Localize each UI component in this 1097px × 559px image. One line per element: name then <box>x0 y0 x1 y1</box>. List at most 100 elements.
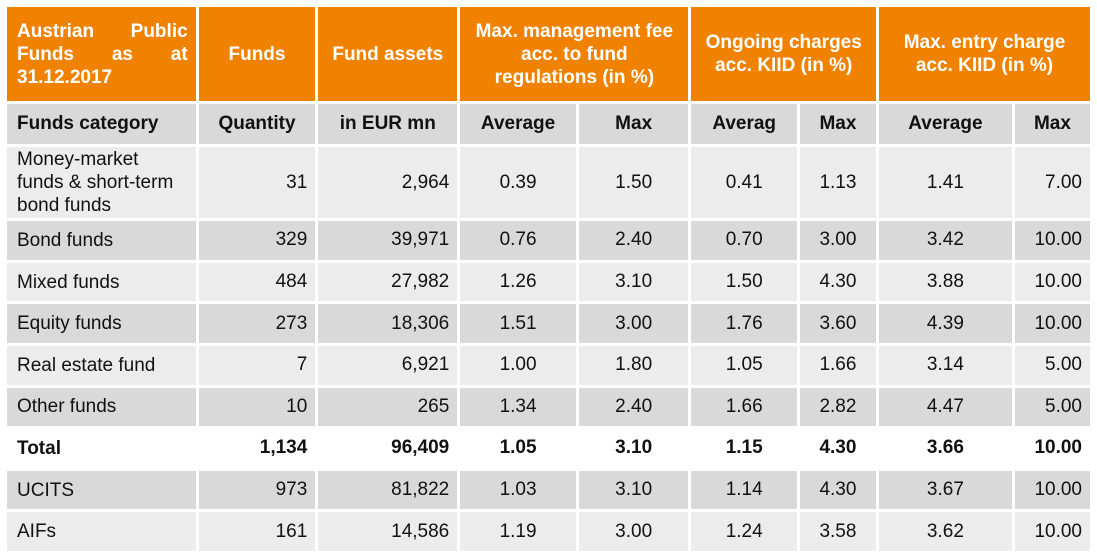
category-cell: Total <box>7 429 196 468</box>
assets-cell: 81,822 <box>318 470 458 510</box>
category-cell: Real estate fund <box>7 345 196 385</box>
category-cell: Equity funds <box>7 304 196 343</box>
table-row: Real estate fund 7 6,921 1.00 1.80 1.05 … <box>7 345 1090 385</box>
table-row: Equity funds 273 18,306 1.51 3.00 1.76 3… <box>7 304 1090 343</box>
mgmt-avg-cell: 1.05 <box>460 429 576 468</box>
ongoing-max-cell: 1.13 <box>799 147 876 219</box>
category-cell: UCITS <box>7 470 196 510</box>
entry-max-cell: 10.00 <box>1014 221 1090 260</box>
ongoing-charges-header: Ongoing charges acc. KIID (in %) <box>691 7 876 101</box>
assets-cell: 2,964 <box>318 147 458 219</box>
ongoing-avg-cell: 1.50 <box>691 262 797 302</box>
mgmt-avg-subheader: Average <box>460 104 576 144</box>
ongoing-avg-cell: 1.66 <box>691 387 797 427</box>
entry-max-cell: 10.00 <box>1014 262 1090 302</box>
entry-avg-cell: 4.39 <box>878 304 1012 343</box>
mgmt-avg-cell: 1.26 <box>460 262 576 302</box>
total-row: Total 1,134 96,409 1.05 3.10 1.15 4.30 3… <box>7 429 1090 468</box>
ongoing-max-cell: 4.30 <box>799 429 876 468</box>
assets-unit-subheader: in EUR mn <box>318 104 458 144</box>
table-row: Mixed funds 484 27,982 1.26 3.10 1.50 4.… <box>7 262 1090 302</box>
entry-avg-cell: 3.88 <box>878 262 1012 302</box>
entry-max-cell: 7.00 <box>1014 147 1090 219</box>
assets-cell: 27,982 <box>318 262 458 302</box>
ongoing-max-cell: 3.58 <box>799 512 876 551</box>
entry-avg-cell: 3.62 <box>878 512 1012 551</box>
mgmt-avg-cell: 1.03 <box>460 470 576 510</box>
table-row: UCITS 973 81,822 1.03 3.10 1.14 4.30 3.6… <box>7 470 1090 510</box>
assets-cell: 39,971 <box>318 221 458 260</box>
mgmt-max-subheader: Max <box>578 104 689 144</box>
subheader-row: Funds category Quantity in EUR mn Averag… <box>7 104 1090 144</box>
mgmt-avg-cell: 1.51 <box>460 304 576 343</box>
table-row: Other funds 10 265 1.34 2.40 1.66 2.82 4… <box>7 387 1090 427</box>
quantity-cell: 7 <box>198 345 316 385</box>
ongoing-avg-subheader: Averag <box>691 104 797 144</box>
mgmt-avg-cell: 0.76 <box>460 221 576 260</box>
quantity-cell: 10 <box>198 387 316 427</box>
mgmt-max-cell: 3.00 <box>578 304 689 343</box>
entry-max-cell: 10.00 <box>1014 429 1090 468</box>
mgmt-max-cell: 3.10 <box>578 429 689 468</box>
entry-max-cell: 10.00 <box>1014 304 1090 343</box>
entry-max-cell: 5.00 <box>1014 345 1090 385</box>
entry-avg-cell: 3.42 <box>878 221 1012 260</box>
mgmt-avg-cell: 0.39 <box>460 147 576 219</box>
category-cell: Mixed funds <box>7 262 196 302</box>
entry-avg-cell: 4.47 <box>878 387 1012 427</box>
ongoing-max-cell: 1.66 <box>799 345 876 385</box>
quantity-cell: 329 <box>198 221 316 260</box>
funds-header: Funds <box>198 7 316 101</box>
table-row: Money-market funds & short-term bond fun… <box>7 147 1090 219</box>
mgmt-max-cell: 2.40 <box>578 387 689 427</box>
mgmt-max-cell: 2.40 <box>578 221 689 260</box>
quantity-cell: 31 <box>198 147 316 219</box>
category-subheader: Funds category <box>7 104 196 144</box>
quantity-cell: 973 <box>198 470 316 510</box>
mgmt-max-cell: 3.00 <box>578 512 689 551</box>
mgmt-avg-cell: 1.00 <box>460 345 576 385</box>
quantity-cell: 273 <box>198 304 316 343</box>
entry-avg-subheader: Average <box>878 104 1012 144</box>
table-title: Austrian Public Funds as at 31.12.2017 <box>7 7 196 101</box>
ongoing-avg-cell: 1.05 <box>691 345 797 385</box>
entry-max-subheader: Max <box>1014 104 1090 144</box>
mgmt-max-cell: 3.10 <box>578 262 689 302</box>
quantity-cell: 1,134 <box>198 429 316 468</box>
ongoing-max-cell: 4.30 <box>799 262 876 302</box>
quantity-cell: 161 <box>198 512 316 551</box>
ongoing-max-subheader: Max <box>799 104 876 144</box>
ongoing-max-cell: 4.30 <box>799 470 876 510</box>
ongoing-avg-cell: 1.15 <box>691 429 797 468</box>
entry-avg-cell: 3.66 <box>878 429 1012 468</box>
assets-cell: 18,306 <box>318 304 458 343</box>
entry-avg-cell: 3.14 <box>878 345 1012 385</box>
ongoing-avg-cell: 0.41 <box>691 147 797 219</box>
category-cell: Other funds <box>7 387 196 427</box>
assets-cell: 265 <box>318 387 458 427</box>
quantity-cell: 484 <box>198 262 316 302</box>
assets-cell: 6,921 <box>318 345 458 385</box>
entry-avg-cell: 3.67 <box>878 470 1012 510</box>
ongoing-avg-cell: 0.70 <box>691 221 797 260</box>
mgmt-max-cell: 3.10 <box>578 470 689 510</box>
assets-cell: 96,409 <box>318 429 458 468</box>
funds-table: Austrian Public Funds as at 31.12.2017 F… <box>4 4 1093 554</box>
mgmt-avg-cell: 1.19 <box>460 512 576 551</box>
category-cell: Money-market funds & short-term bond fun… <box>7 147 196 219</box>
header-row: Austrian Public Funds as at 31.12.2017 F… <box>7 7 1090 101</box>
mgmt-max-cell: 1.80 <box>578 345 689 385</box>
mgmt-avg-cell: 1.34 <box>460 387 576 427</box>
entry-max-cell: 5.00 <box>1014 387 1090 427</box>
table-row: Bond funds 329 39,971 0.76 2.40 0.70 3.0… <box>7 221 1090 260</box>
entry-max-cell: 10.00 <box>1014 470 1090 510</box>
ongoing-max-cell: 3.00 <box>799 221 876 260</box>
ongoing-max-cell: 3.60 <box>799 304 876 343</box>
fund-assets-header: Fund assets <box>318 7 458 101</box>
ongoing-avg-cell: 1.24 <box>691 512 797 551</box>
assets-cell: 14,586 <box>318 512 458 551</box>
quantity-subheader: Quantity <box>198 104 316 144</box>
entry-avg-cell: 1.41 <box>878 147 1012 219</box>
table-row: AIFs 161 14,586 1.19 3.00 1.24 3.58 3.62… <box>7 512 1090 551</box>
ongoing-avg-cell: 1.76 <box>691 304 797 343</box>
